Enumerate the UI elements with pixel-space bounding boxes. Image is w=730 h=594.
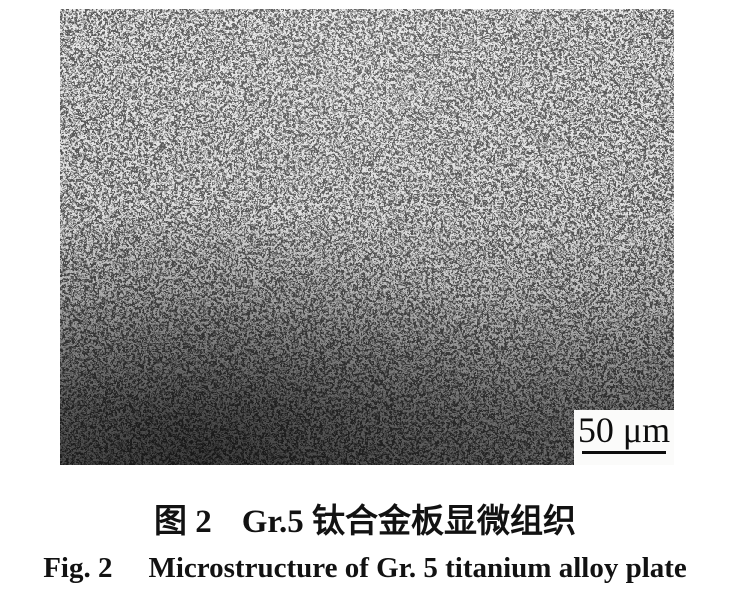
scale-bar: 50 μm xyxy=(574,410,674,465)
micrograph-corner-shade-layer xyxy=(60,9,674,465)
caption-english-text: Microstructure of Gr. 5 titanium alloy p… xyxy=(148,552,687,584)
caption-english: Fig. 2 Microstructure of Gr. 5 titanium a… xyxy=(0,552,730,585)
micrograph-texture xyxy=(60,9,674,465)
scale-bar-label: 50 μm xyxy=(577,410,671,450)
caption-chinese-figure-number: 图 2 xyxy=(153,504,212,540)
caption-chinese-text: Gr.5 钛合金板显微组织 xyxy=(241,504,577,540)
caption-chinese: 图 2 Gr.5 钛合金板显微组织 xyxy=(0,494,730,542)
caption-english-figure-number: Fig. 2 xyxy=(43,552,113,584)
micrograph-image: 50 μm xyxy=(60,9,674,465)
scale-bar-line xyxy=(582,451,666,455)
